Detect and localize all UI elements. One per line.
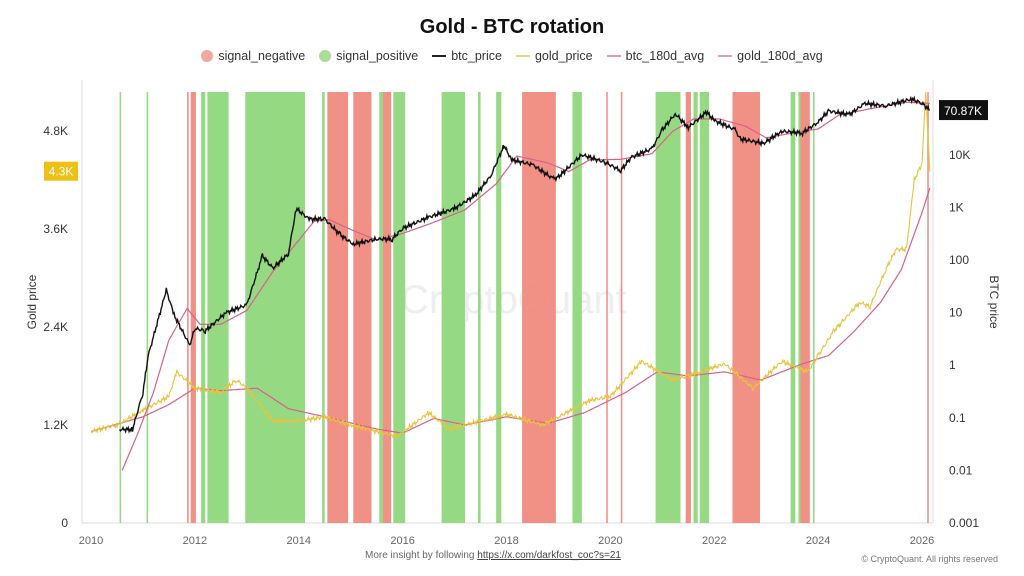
right-tick-label: 10K xyxy=(949,148,970,162)
gold-price-line xyxy=(90,91,931,440)
legend-line-icon xyxy=(432,55,447,57)
signal-negative-band xyxy=(353,92,372,523)
footer-link[interactable]: https://x.com/darkfost_coc?s=21 xyxy=(477,550,621,561)
x-tick-label: 2026 xyxy=(910,535,934,547)
x-tick-label: 2010 xyxy=(79,535,103,547)
x-tick-label: 2024 xyxy=(806,535,830,547)
signal-positive-band xyxy=(245,92,305,523)
legend-label: btc_180d_avg xyxy=(625,49,705,63)
signal-positive-band xyxy=(798,92,801,523)
signal-positive-band xyxy=(393,92,406,523)
legend-label: gold_180d_avg xyxy=(737,49,823,63)
right-tick-label: 1K xyxy=(949,200,964,214)
signal-negative-band xyxy=(685,92,691,523)
legend-label: signal_negative xyxy=(218,49,306,63)
legend-btc-180d-avg[interactable]: btc_180d_avg xyxy=(606,49,705,63)
legend-signal-negative[interactable]: signal_negative xyxy=(201,49,305,63)
signal-positive-band xyxy=(201,92,206,523)
btc-current-badge xyxy=(939,100,988,121)
signal-positive-band xyxy=(655,92,681,523)
legend: signal_negative signal_positive btc_pric… xyxy=(0,49,1024,63)
left-tick-label: 1.2K xyxy=(43,418,68,432)
btc-current-label: 70.87K xyxy=(944,104,982,118)
signal-negative-band xyxy=(620,92,623,523)
signal-negative-band xyxy=(606,92,608,523)
right-tick-label: 100 xyxy=(949,253,969,267)
legend-line-icon xyxy=(718,55,733,57)
left-tick-label: 3.6K xyxy=(43,222,68,236)
legend-dot-icon xyxy=(201,50,214,62)
right-tick-label: 10 xyxy=(949,306,963,320)
signal-negative-band xyxy=(190,92,196,523)
right-tick-label: 0.001 xyxy=(949,516,979,530)
signal-negative-band xyxy=(187,92,189,523)
gold-current-badge xyxy=(44,161,78,181)
legend-label: gold_price xyxy=(534,49,593,63)
legend-label: signal_positive xyxy=(336,49,419,63)
footer-text: More insight by following xyxy=(365,550,478,561)
signal-positive-band xyxy=(790,92,796,523)
right-tick-label: 0.01 xyxy=(949,463,973,477)
signal-positive-band xyxy=(379,92,383,523)
gold-180d-avg-line xyxy=(90,187,931,434)
left-axis-title: Gold price xyxy=(25,274,39,329)
signal-positive-band xyxy=(322,92,325,523)
legend-dot-icon xyxy=(319,50,332,62)
signal-negative-band xyxy=(382,92,392,523)
legend-line-icon xyxy=(515,55,530,57)
x-tick-label: 2014 xyxy=(287,535,311,547)
x-tick-label: 2018 xyxy=(494,535,518,547)
gold-current-label: 4.3K xyxy=(49,165,74,179)
x-tick-label: 2016 xyxy=(390,535,414,547)
legend-gold-price[interactable]: gold_price xyxy=(515,49,593,63)
signal-positive-band xyxy=(572,92,582,523)
signal-negative-band xyxy=(732,92,760,523)
left-tick-label: 0 xyxy=(61,516,68,530)
legend-label: btc_price xyxy=(451,49,502,63)
copyright: © CryptoQuant. All rights reserved xyxy=(861,554,998,564)
signal-positive-band xyxy=(207,92,229,523)
legend-signal-positive[interactable]: signal_positive xyxy=(319,49,418,63)
left-tick-label: 2.4K xyxy=(43,320,68,334)
signal-positive-band xyxy=(477,92,481,523)
x-tick-label: 2020 xyxy=(598,535,622,547)
left-tick-label: 4.8K xyxy=(43,124,68,138)
right-axis-title: BTC price xyxy=(987,275,1001,329)
signal-negative-band xyxy=(522,92,556,523)
signal-positive-band xyxy=(441,92,465,523)
x-tick-label: 2022 xyxy=(702,535,726,547)
signal-negative-band xyxy=(327,92,349,523)
signal-positive-band xyxy=(146,92,149,523)
btc-price-line xyxy=(119,95,930,434)
signal-positive-band xyxy=(699,92,710,523)
x-tick-label: 2012 xyxy=(183,535,207,547)
legend-gold-180d-avg[interactable]: gold_180d_avg xyxy=(718,49,823,63)
signal-negative-band xyxy=(927,92,929,523)
legend-line-icon xyxy=(606,55,621,57)
signal-positive-band xyxy=(119,92,122,523)
right-tick-label: 0.1 xyxy=(949,411,966,425)
signal-negative-band xyxy=(800,92,810,523)
legend-btc-price[interactable]: btc_price xyxy=(432,49,502,63)
watermark: CryptoQuant xyxy=(400,278,627,322)
footer: More insight by following https://x.com/… xyxy=(365,550,621,561)
signal-positive-band xyxy=(693,92,698,523)
signal-positive-band xyxy=(812,92,815,523)
chart-title: Gold - BTC rotation xyxy=(419,16,605,38)
signal-positive-band xyxy=(496,92,502,523)
right-tick-label: 1 xyxy=(949,358,956,372)
